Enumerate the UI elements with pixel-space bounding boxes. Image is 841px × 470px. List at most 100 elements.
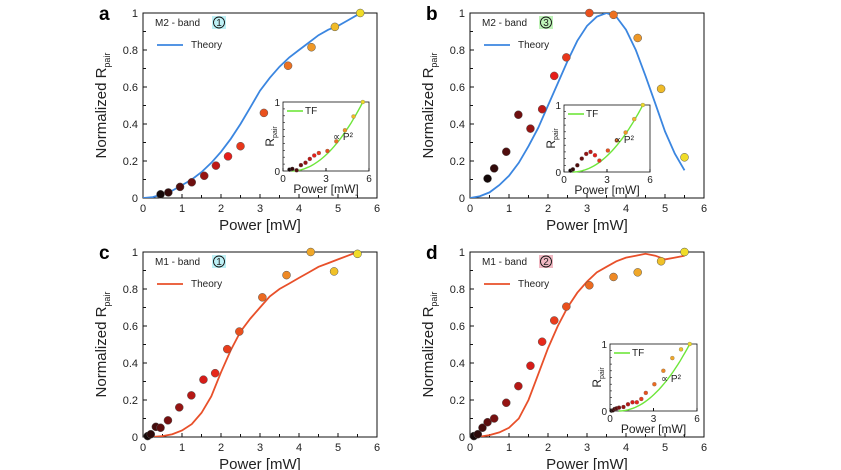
inset-data-point	[325, 148, 330, 154]
band-label: M2 - band	[482, 18, 527, 29]
inset-data-point	[312, 153, 317, 158]
panel-letter: b	[426, 4, 438, 25]
x-tick-label: 2	[545, 203, 551, 215]
y-tick-label: 0.8	[123, 45, 138, 57]
inset-y-label-sub: pair	[553, 128, 560, 140]
badge-circle	[213, 16, 225, 29]
x-tick-label: 4	[623, 442, 629, 454]
panel-a: a 0 1 2 3 4 5 6 0 0.2 0.4 0.6 0.8 1 Power [mW] Normaliz…	[93, 4, 380, 234]
data-point	[562, 53, 571, 62]
data-point	[537, 337, 547, 346]
inset-y-tick-label: 0	[274, 167, 280, 178]
inset-x-tick-label: 0	[561, 175, 567, 186]
inset-x-tick-label: 0	[280, 174, 286, 185]
data-point	[502, 398, 511, 408]
inset-x-tick-label: 6	[694, 414, 700, 425]
data-point	[473, 429, 483, 439]
inset-data-point	[687, 341, 692, 347]
legend-theory-label: Theory	[518, 279, 549, 290]
data-point	[146, 429, 156, 439]
inset-fit-curve	[618, 343, 691, 412]
inset-y-label-main: R	[544, 140, 558, 149]
x-tick-label: 0	[467, 442, 473, 454]
y-tick-label: 0.2	[450, 395, 465, 407]
data-point	[199, 171, 209, 181]
y-tick-label: 0.2	[450, 156, 465, 168]
y-axis-label-sub: pair	[429, 53, 439, 68]
data-point	[609, 272, 618, 282]
inset-data-point	[605, 148, 611, 153]
data-point	[680, 153, 689, 162]
inset-data-point	[298, 162, 304, 168]
band-label: M1 - band	[155, 257, 200, 268]
inset-data-point	[652, 382, 657, 387]
inset-y-tick-label: 1	[601, 340, 607, 351]
inset-annotation: ∝ P²	[333, 132, 354, 143]
y-axis-label: Normalized Rpair	[93, 292, 112, 398]
data-point	[306, 247, 315, 257]
x-tick-label: 1	[506, 442, 512, 454]
inset-data-point	[342, 128, 348, 133]
y-axis-label-sub: pair	[102, 53, 112, 68]
inset-data-point	[678, 347, 684, 352]
y-tick-label: 0.4	[450, 119, 465, 131]
x-tick-label: 2	[218, 442, 224, 454]
data-point	[199, 375, 208, 384]
legend-theory-label: Theory	[191, 279, 222, 290]
inset-y-label-sub: pair	[272, 126, 279, 138]
data-point	[585, 281, 594, 290]
data-point	[526, 361, 535, 371]
inset-data-point	[634, 400, 639, 405]
inset-data-point	[290, 166, 295, 172]
x-tick-label: 2	[545, 442, 551, 454]
x-tick-label: 6	[374, 442, 380, 454]
inset-x-tick-label: 0	[607, 414, 613, 425]
x-tick-label: 3	[584, 203, 590, 215]
panel-letter: a	[99, 4, 110, 25]
inset-fit-curve	[572, 104, 644, 173]
data-point	[502, 147, 511, 156]
panel-b: b 0 1 2 3 4 5 6 0 0.2 0.4 0.6 0.8 1 Power [mW] Normaliz…	[420, 4, 707, 234]
panel-c: c 0 1 2 3 4 5 6 0 0.2 0.4 0.6 0.8 1 Power [mW] Normaliz…	[93, 243, 380, 470]
data-point	[526, 124, 535, 133]
inset-data-point	[316, 150, 321, 156]
x-tick-label: 0	[467, 203, 473, 215]
data-point	[236, 141, 245, 151]
y-axis-label-sub: pair	[429, 292, 439, 307]
y-axis-label: Normalized Rpair	[93, 53, 112, 159]
inset-frame	[282, 101, 370, 172]
x-tick-label: 5	[662, 203, 668, 215]
inset-y-label-sub: pair	[599, 367, 606, 379]
inset-data-point	[616, 405, 622, 410]
inset-data-point	[588, 149, 593, 155]
y-tick-label: 0.2	[123, 156, 138, 168]
x-axis-label: Power [mW]	[546, 217, 628, 234]
inset-annotation: ∝ P²	[614, 135, 635, 146]
inset-y-tick-label: 1	[274, 98, 280, 109]
y-axis-label-main: Normalized R	[93, 67, 110, 158]
badge-bg	[212, 16, 226, 29]
data-point	[549, 316, 559, 325]
x-axis-label: Power [mW]	[546, 456, 628, 470]
x-tick-label: 6	[701, 203, 707, 215]
band-label: M1 - band	[482, 257, 527, 268]
x-tick-label: 3	[257, 442, 263, 454]
inset-y-label-main: R	[590, 379, 604, 388]
data-point	[283, 61, 293, 70]
data-point	[609, 10, 618, 20]
x-tick-label: 1	[506, 203, 512, 215]
panel-letter: c	[99, 243, 110, 264]
inset-data-point	[579, 156, 584, 161]
x-tick-label: 1	[179, 442, 185, 454]
x-tick-label: 1	[179, 203, 185, 215]
inset: 0 3 6 0 1 Power [mW] Rpair TF ∝ P²	[590, 340, 700, 436]
badge-number: 1	[216, 18, 222, 29]
inset-data-point	[632, 116, 637, 122]
data-point	[514, 381, 523, 391]
inset-y-axis-label: Rpair	[263, 126, 279, 147]
data-point	[537, 104, 547, 114]
inset-legend-label: TF	[586, 109, 598, 120]
x-tick-label: 0	[140, 203, 146, 215]
data-point	[478, 423, 487, 432]
inset-data-point	[640, 102, 645, 108]
